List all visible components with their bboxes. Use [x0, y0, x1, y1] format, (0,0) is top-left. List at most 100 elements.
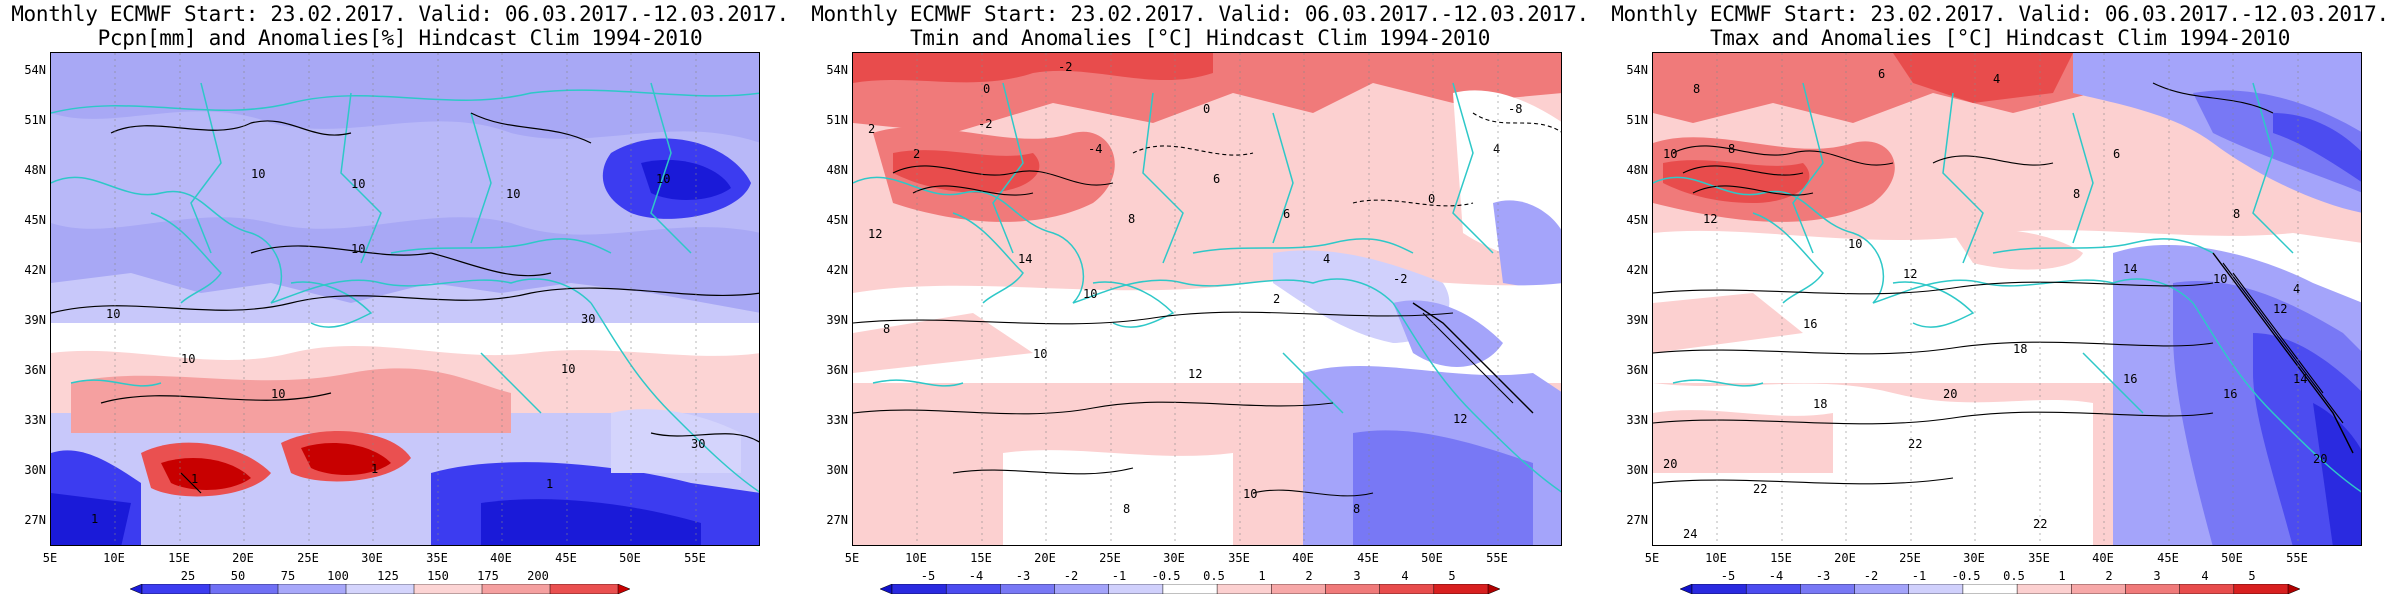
precip-lon-10E: 10E [103, 551, 125, 565]
tmin-lon-45E: 45E [1357, 551, 1379, 565]
tmin-colorbar-swatch-3 [1000, 584, 1056, 594]
tmin-lon-35E: 35E [1228, 551, 1250, 565]
tmin-lat-48N: 48N [826, 163, 848, 177]
tmax-cbar-label-m05: -0.5 [1951, 569, 1981, 583]
tmax-lat-30N: 30N [1626, 463, 1648, 477]
tmax-title-line1: Monthly ECMWF Start: 23.02.2017. Valid: … [1611, 2, 2389, 26]
precip-panel: Monthly ECMWF Start: 23.02.2017. Valid: … [0, 0, 800, 600]
tmin-lon-25E: 25E [1099, 551, 1121, 565]
precip-cbar-label-75: 75 [280, 569, 296, 583]
tmax-cbar-label-m2: -2 [1863, 569, 1879, 583]
tmin-colorbar-swatch-1 [891, 584, 947, 594]
tmin-lon-15E: 15E [970, 551, 992, 565]
precip-colorbar [130, 584, 630, 594]
tmax-contour-label-9: 8 [2073, 187, 2080, 201]
tmin-contour-label-19: -2 [1393, 272, 1407, 286]
tmax-contour-label-4: 10 [1663, 147, 1677, 161]
tmin-cbar-label-1: 1 [1258, 569, 1266, 583]
tmin-lon-40E: 40E [1292, 551, 1314, 565]
tmax-lon-20E: 20E [1834, 551, 1856, 565]
precip-contour-label-9: 10 [561, 362, 575, 376]
tmin-contour-label-20: 0 [1428, 192, 1435, 206]
tmax-contour-label-16: 14 [2123, 262, 2137, 276]
precip-lat-42N: 42N [24, 263, 46, 277]
precip-lat-48N: 48N [24, 163, 46, 177]
tmin-contour-label-16: 6 [1283, 207, 1290, 221]
precip-contour-label-7: 30 [581, 312, 595, 326]
tmin-cbar-label-m2: -2 [1063, 569, 1079, 583]
precip-contour-label-6: 10 [106, 307, 120, 321]
tmax-cbar-label-2: 2 [2105, 569, 2113, 583]
tmax-colorbar-swatch-1 [1691, 584, 1747, 594]
precip-lon-25E: 25E [297, 551, 319, 565]
tmax-cbar-label-1: 1 [2058, 569, 2066, 583]
precip-title-line2: Pcpn[mm] and Anomalies[%] Hindcast Clim … [97, 26, 703, 50]
precip-colorbar-swatch-1 [141, 584, 211, 594]
tmax-cbar-label-5: 5 [2248, 569, 2256, 583]
tmin-lon-50E: 50E [1421, 551, 1443, 565]
tmax-colorbar-swatch-11 [2233, 584, 2289, 594]
precip-map[interactable]: 10 10 10 10 10 10 30 10 10 10 30 1 1 1 1 [50, 52, 760, 546]
precip-contour-label-5: 10 [351, 242, 365, 256]
tmin-panel: Monthly ECMWF Start: 23.02.2017. Valid: … [800, 0, 1600, 600]
precip-lon-35E: 35E [426, 551, 448, 565]
tmax-map[interactable]: 6 4 8 10 8 12 6 10 8 12 16 18 20 22 18 1… [1652, 52, 2362, 546]
tmax-lon-25E: 25E [1899, 551, 1921, 565]
tmin-map[interactable]: -2 0 2 -2 -4 0 2 6 8 12 14 10 8 10 12 6 … [852, 52, 1562, 546]
precip-lat-54N: 54N [24, 63, 46, 77]
precip-contour-label-10: 10 [271, 387, 285, 401]
precip-contour-label-3: 10 [506, 187, 520, 201]
tmax-colorbar-swatch-2 [1745, 584, 1802, 594]
tmax-contour-label-15: 18 [1813, 397, 1827, 411]
precip-lat-45N: 45N [24, 213, 46, 227]
tmax-contour-label-1: 6 [1878, 67, 1885, 81]
tmin-colorbar-swatch-10 [1379, 584, 1435, 594]
tmax-colorbar-swatch-10 [2179, 584, 2235, 594]
tmax-colorbar-swatch-3 [1800, 584, 1856, 594]
precip-contour-label-15: 1 [91, 512, 98, 526]
tmin-colorbar-swatch-6 [1162, 584, 1218, 594]
tmax-contour-label-25: 20 [2313, 452, 2327, 466]
tmin-contour-label-12: 10 [1083, 287, 1097, 301]
tmin-title-line2: Tmin and Anomalies [°C] Hindcast Clim 19… [909, 26, 1491, 50]
tmin-contour-label-13: 8 [883, 322, 890, 336]
tmax-contour-label-6: 12 [1703, 212, 1717, 226]
tmin-contour-label-18: 2 [1273, 292, 1280, 306]
tmax-contour-label-26: 22 [2033, 517, 2047, 531]
precip-colorbar-swatch-3 [277, 584, 347, 594]
tmin-lon-55E: 55E [1486, 551, 1508, 565]
tmax-colorbar-swatch-12 [2287, 584, 2300, 594]
tmin-cbar-label-2: 2 [1305, 569, 1313, 583]
tmax-contour-label-2: 4 [1993, 72, 2000, 86]
tmin-cbar-label-m1: -1 [1111, 569, 1127, 583]
tmax-contour-label-28: 8 [2233, 207, 2240, 221]
tmax-lat-27N: 27N [1626, 513, 1648, 527]
precip-lat-30N: 30N [24, 463, 46, 477]
tmax-colorbar-swatch-7 [2016, 584, 2073, 594]
tmin-colorbar-swatch-4 [1054, 584, 1110, 594]
tmin-contour-label-11: 14 [1018, 252, 1032, 266]
tmax-contour-label-10: 12 [1903, 267, 1917, 281]
tmax-title-line2: Tmax and Anomalies [°C] Hindcast Clim 19… [1709, 26, 2291, 50]
tmax-lon-15E: 15E [1770, 551, 1792, 565]
tmin-lat-42N: 42N [826, 263, 848, 277]
tmax-panel: Monthly ECMWF Start: 23.02.2017. Valid: … [1600, 0, 2400, 600]
tmin-lon-10E: 10E [905, 551, 927, 565]
tmin-contour-label-1: -2 [1058, 60, 1072, 74]
tmax-cbar-label-3: 3 [2153, 569, 2161, 583]
tmax-cbar-label-05: 0.5 [2003, 569, 2025, 583]
tmin-cbar-label-5: 5 [1448, 569, 1456, 583]
tmin-contour-label-10: 12 [868, 227, 882, 241]
tmin-colorbar-swatch-9 [1325, 584, 1381, 594]
precip-lat-36N: 36N [24, 363, 46, 377]
tmin-contour-label-14: 10 [1033, 347, 1047, 361]
tmin-contour-label-26: 8 [1353, 502, 1360, 516]
tmin-contour-label-21: -8 [1508, 102, 1522, 116]
tmax-colorbar-swatch-9 [2125, 584, 2181, 594]
tmin-lat-27N: 27N [826, 513, 848, 527]
precip-cbar-label-25: 25 [180, 569, 196, 583]
tmax-lon-50E: 50E [2221, 551, 2243, 565]
tmin-contour-label-3: 2 [868, 122, 875, 136]
precip-lat-39N: 39N [24, 313, 46, 327]
tmin-lat-45N: 45N [826, 213, 848, 227]
